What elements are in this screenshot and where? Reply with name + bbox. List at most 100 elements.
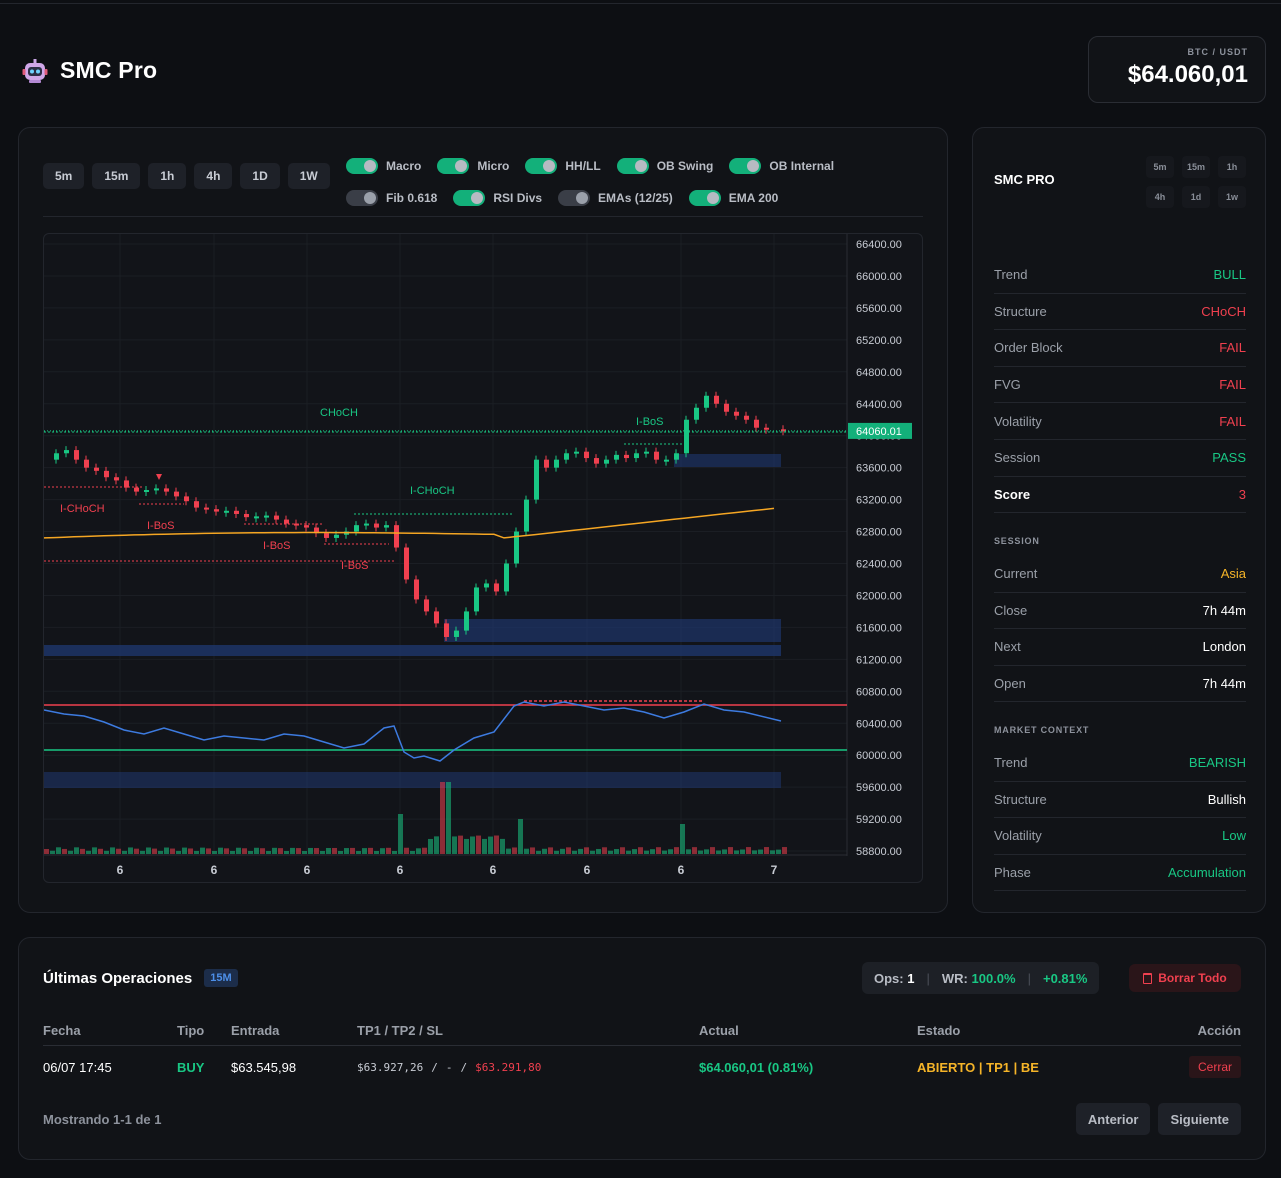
candle-body xyxy=(244,513,249,518)
volume-bar xyxy=(590,850,595,854)
toggle-switch[interactable] xyxy=(688,190,721,206)
toggle-row-2: Fib 0.618 RSI Divs EMAs (12/25) EMA 200 xyxy=(346,182,850,214)
session-title: SESSION xyxy=(994,536,1040,546)
market-row-trend: Trend BEARISH xyxy=(994,745,1246,782)
volume-bar xyxy=(626,850,631,854)
metrics-row-order-block: Order Block FAIL xyxy=(994,330,1246,367)
toggle-label: Micro xyxy=(477,159,510,173)
volume-bar xyxy=(224,848,229,854)
toggle-switch[interactable] xyxy=(346,190,378,206)
metrics-row-volatility: Volatility FAIL xyxy=(994,403,1246,440)
operations-panel: Últimas Operaciones 15M Ops: 1 | WR: 100… xyxy=(18,937,1266,1160)
candle-body xyxy=(434,611,439,624)
toggle-macro[interactable]: Macro xyxy=(346,158,421,174)
toggle-rsi-divs[interactable]: RSI Divs xyxy=(453,190,542,206)
volume-bar xyxy=(644,850,649,854)
metrics-value: BULL xyxy=(1213,267,1246,283)
timeframe-15m-button[interactable]: 15m xyxy=(92,163,141,189)
mini-tf-1w-button[interactable]: 1w xyxy=(1218,186,1246,208)
toggle-micro[interactable]: Micro xyxy=(437,158,509,174)
table-row: 06/07 17:45 BUY $63.545,98 $63.927,26/- / $63… xyxy=(43,1046,1241,1088)
market-row-volatility: Volatility Low xyxy=(994,818,1246,855)
timeframe-4h-button[interactable]: 4h xyxy=(194,163,233,189)
toggle-switch[interactable] xyxy=(453,190,486,206)
mini-tf-15m-button[interactable]: 15m xyxy=(1182,156,1210,178)
toggle-switch[interactable] xyxy=(616,158,649,174)
toggle-knob xyxy=(455,160,468,172)
next-page-button[interactable]: Siguiente xyxy=(1158,1103,1241,1135)
volume-bar xyxy=(170,848,175,854)
toggle-emas-12-25-[interactable]: EMAs (12/25) xyxy=(558,190,673,206)
market-row-structure: Structure Bullish xyxy=(994,782,1246,819)
timeframe-1d-button[interactable]: 1D xyxy=(240,163,280,189)
volume-bar xyxy=(758,849,763,854)
timeframe-5m-button[interactable]: 5m xyxy=(43,163,85,189)
mini-tf-1h-button[interactable]: 1h xyxy=(1218,156,1246,178)
time-tick-label: 6 xyxy=(490,863,497,877)
timeframe-1h-button[interactable]: 1h xyxy=(148,163,187,189)
sell-signal-icon xyxy=(156,474,162,480)
cell-current: $64.060,01 (0.81%) xyxy=(699,1059,814,1075)
volume-bar xyxy=(704,849,709,854)
mini-tf-4h-button[interactable]: 4h xyxy=(1146,186,1174,208)
prev-page-button[interactable]: Anterior xyxy=(1075,1103,1151,1135)
toggle-label: HH/LL xyxy=(565,159,601,173)
toggle-ob-internal[interactable]: OB Internal xyxy=(729,158,834,174)
session-label: Next xyxy=(994,639,1021,655)
volume-bar xyxy=(728,847,733,854)
toggle-ob-swing[interactable]: OB Swing xyxy=(616,158,713,174)
metrics-value: FAIL xyxy=(1219,377,1246,393)
volume-bar xyxy=(392,850,397,854)
session-row-current: Current Asia xyxy=(994,556,1246,593)
toggle-switch[interactable] xyxy=(346,158,378,174)
toggle-ema-200[interactable]: EMA 200 xyxy=(688,190,778,206)
operations-table: Fecha Tipo Entrada TP1 / TP2 / SL Actual Esta… xyxy=(43,1016,1241,1088)
candle-body xyxy=(494,583,499,592)
candle-body xyxy=(174,491,179,497)
toggle-switch[interactable] xyxy=(558,190,591,206)
mini-tf-1d-button[interactable]: 1d xyxy=(1182,186,1210,208)
candle-body xyxy=(64,450,69,454)
candle-body xyxy=(304,525,309,528)
session-label: Open xyxy=(994,676,1026,692)
volume-bar xyxy=(380,848,385,854)
volume-bar xyxy=(680,824,685,854)
session-row-open: Open 7h 44m xyxy=(994,666,1246,703)
volume-bar xyxy=(764,847,769,854)
clear-all-button[interactable]: Borrar Todo xyxy=(1129,964,1241,992)
volume-bar xyxy=(314,848,319,854)
ops-count: Ops: 1 xyxy=(874,970,915,986)
last-price-tag xyxy=(848,422,912,439)
volume-bar xyxy=(512,847,517,854)
toggle-switch[interactable] xyxy=(729,158,762,174)
close-trade-button[interactable]: Cerrar xyxy=(1188,1056,1241,1078)
mini-tf-5m-button[interactable]: 5m xyxy=(1146,156,1174,178)
structure-label: I-BoS xyxy=(147,520,175,532)
session-row-close: Close 7h 44m xyxy=(994,593,1246,630)
timeframe-1w-button[interactable]: 1W xyxy=(287,163,330,189)
volume-bar xyxy=(302,850,307,854)
volume-bar xyxy=(584,847,589,854)
toggle-switch[interactable] xyxy=(437,158,470,174)
toggle-hh-ll[interactable]: HH/LL xyxy=(525,158,601,174)
column-header: Tipo xyxy=(177,1023,205,1038)
volume-bar xyxy=(476,835,481,854)
volume-bar xyxy=(464,838,469,854)
volume-bar xyxy=(212,850,217,854)
volume-bar xyxy=(422,847,427,854)
order-block-zone xyxy=(44,772,781,788)
time-tick-label: 6 xyxy=(117,863,124,877)
toggle-knob xyxy=(364,192,376,204)
metrics-label: FVG xyxy=(994,377,1021,393)
candle-body xyxy=(314,527,319,534)
metrics-value: PASS xyxy=(1212,450,1246,466)
stats-pill: Ops: 1 | WR: 100.0% | +0.81% xyxy=(862,962,1100,994)
volume-bar xyxy=(398,814,403,854)
chart-canvas[interactable]: 66400.00 66000.00 65600.00 65200.00 64800.00… xyxy=(44,234,923,883)
volume-bar xyxy=(686,849,691,854)
price-chart[interactable]: 66400.00 66000.00 65600.00 65200.00 64800.00… xyxy=(43,233,923,883)
volume-bar xyxy=(560,848,565,854)
volume-bar xyxy=(104,850,109,854)
toggle-fib-0-618[interactable]: Fib 0.618 xyxy=(346,190,437,206)
toggle-switch[interactable] xyxy=(525,158,558,174)
